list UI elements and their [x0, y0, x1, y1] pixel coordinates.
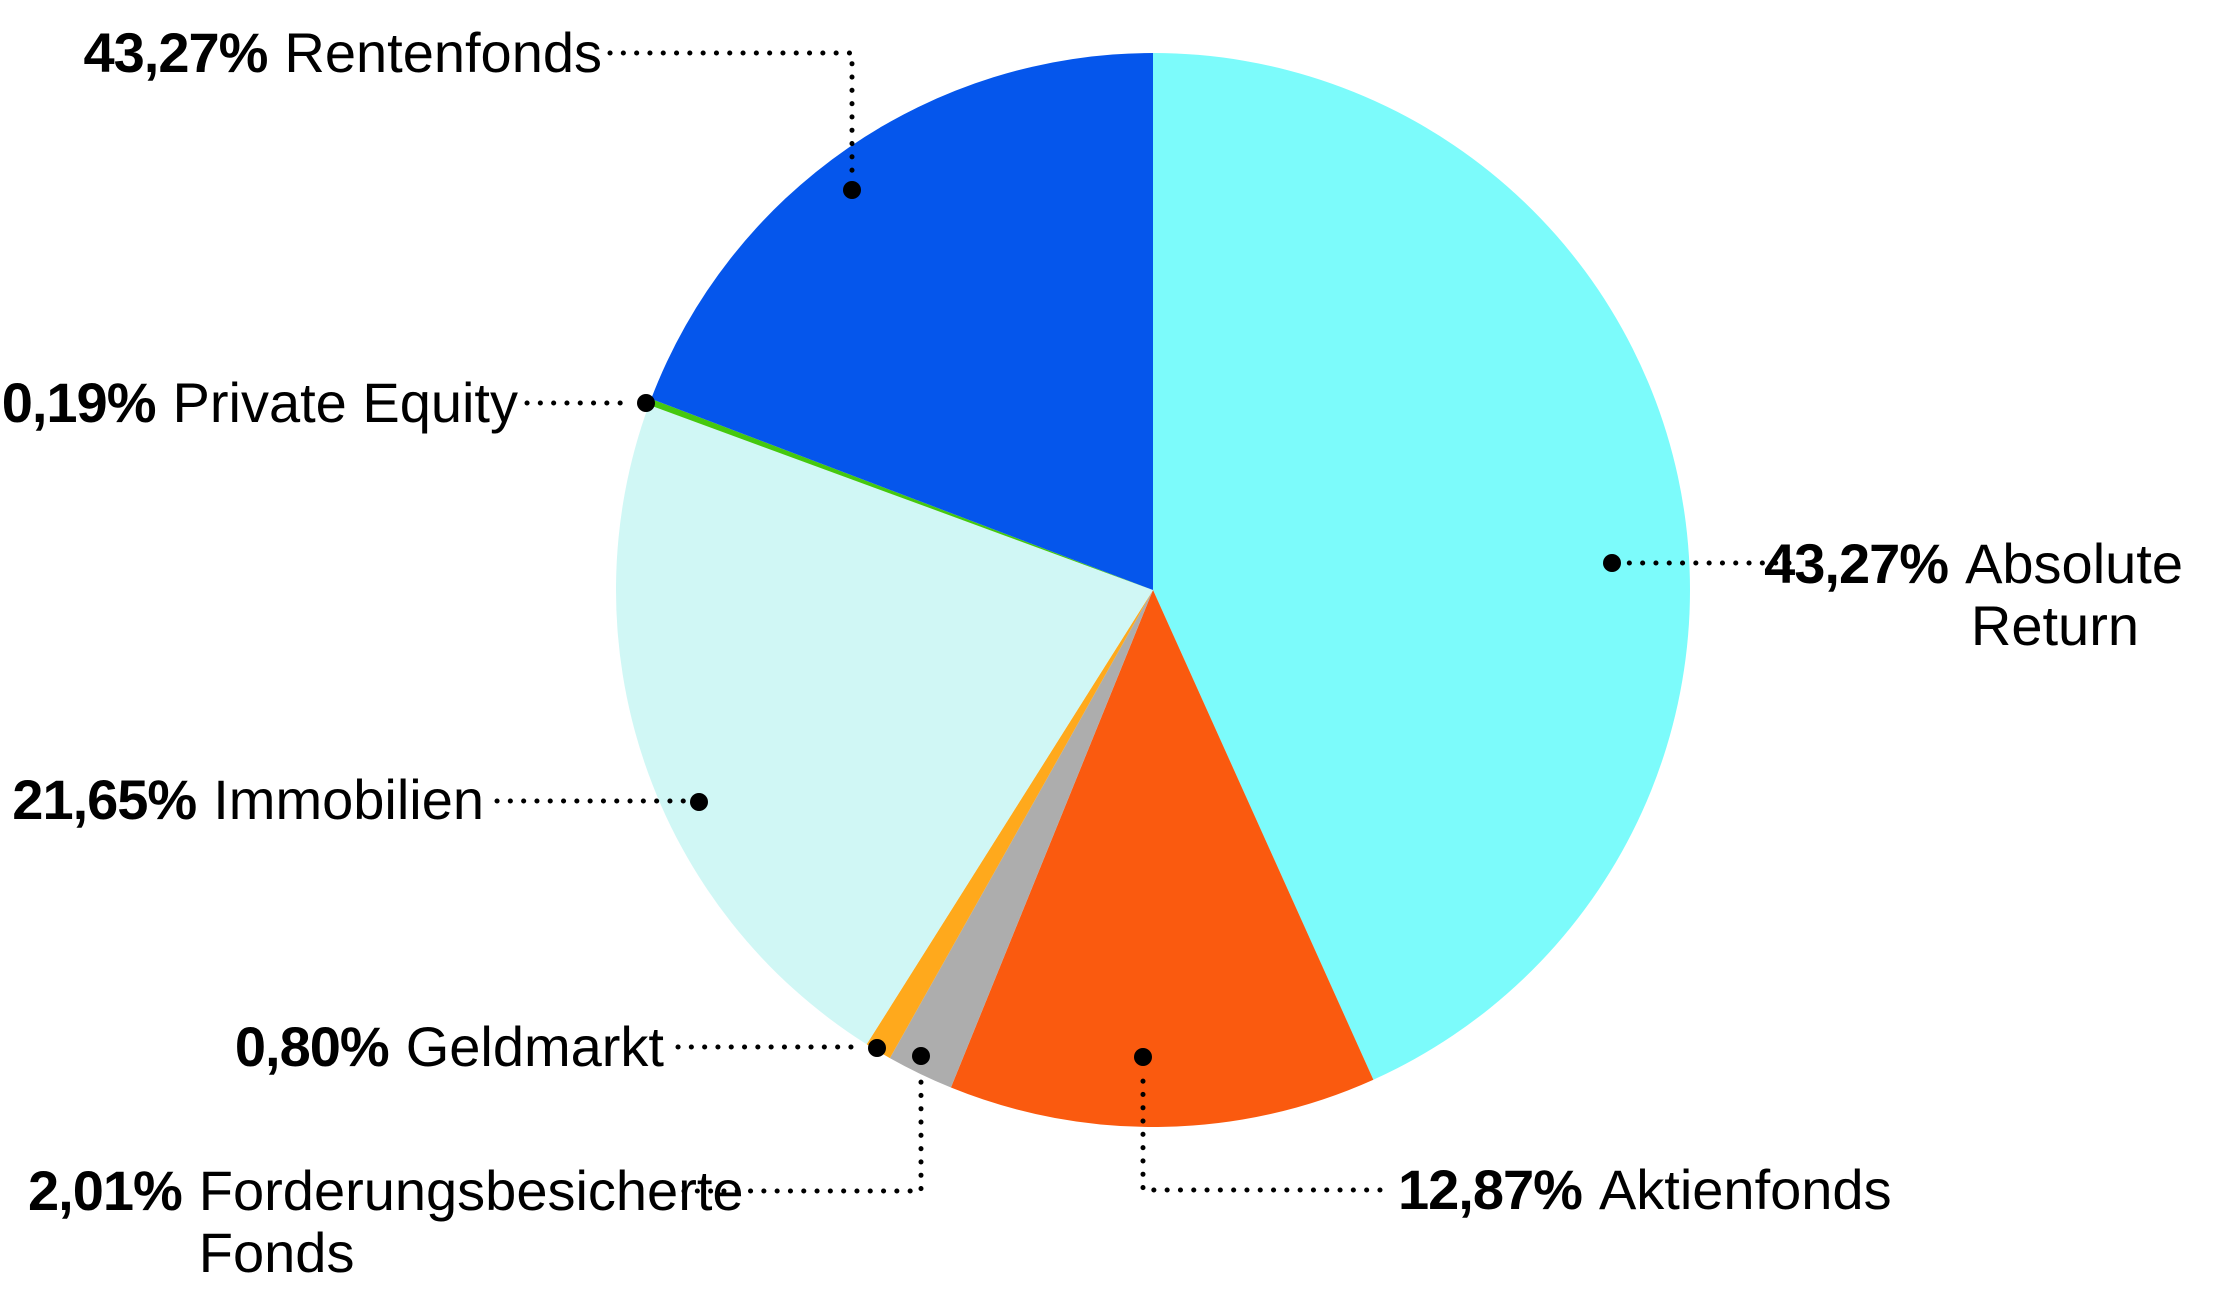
immobilien-name: Immobilien [213, 768, 484, 831]
label-absolute-return: 43,27% Absolute Return [1764, 533, 2183, 657]
rentenfonds-name: Rentenfonds [284, 21, 602, 84]
aktienfonds-name: Aktienfonds [1598, 1158, 1892, 1221]
label-immobilien: 21,65% Immobilien [12, 769, 484, 831]
absolute-return-percent: 43,27% [1764, 532, 1949, 595]
slice-absolute-return [1153, 53, 1690, 1080]
leader-line-aktienfonds [1140, 1070, 1383, 1193]
forderungsbesicherte-percent: 2,01% [28, 1159, 183, 1222]
slice-private-equity [648, 398, 1153, 590]
rentenfonds-percent: 43,27% [83, 21, 268, 84]
label-geldmarkt: 0,80% Geldmarkt [235, 1016, 664, 1078]
forderungsbesicherte-name-line2: Fonds [198, 1221, 355, 1284]
slice-forderungsbesicherte-fonds [889, 590, 1153, 1088]
label-private-equity: 0,19% Private Equity [2, 372, 518, 434]
forderungsbesicherte-name: Forderungsbesicherte Fonds [199, 1160, 744, 1284]
private-equity-percent: 0,19% [1, 371, 157, 434]
aktienfonds-percent: 12,87% [1398, 1158, 1583, 1221]
leader-dot-aktienfonds [1134, 1048, 1152, 1066]
slice-rentenfonds [651, 53, 1153, 590]
forderungsbesicherte-name-line1: Forderungsbesicherte [198, 1159, 744, 1222]
leader-line-forderungsbesicherte-fonds [681, 1069, 924, 1194]
geldmarkt-name: Geldmarkt [405, 1015, 664, 1078]
leader-dot-private-equity [637, 394, 655, 412]
leader-dot-forderungsbesicherte-fonds [912, 1047, 930, 1065]
leader-dot-rentenfonds [843, 181, 861, 199]
label-aktienfonds: 12,87% Aktienfonds [1398, 1159, 1892, 1221]
leader-dot-immobilien [690, 793, 708, 811]
slice-immobilien [616, 404, 1153, 1045]
label-rentenfonds: 43,27% Rentenfonds [83, 22, 602, 84]
private-equity-name: Private Equity [172, 371, 519, 434]
slice-geldmarkt [866, 590, 1153, 1059]
leader-dot-geldmarkt [868, 1039, 886, 1057]
absolute-return-name-line1: Absolute [1965, 532, 2183, 595]
leader-line-rentenfonds [607, 50, 855, 177]
label-forderungsbesicherte-fonds: 2,01% Forderungsbesicherte Fonds [28, 1160, 744, 1284]
geldmarkt-percent: 0,80% [234, 1015, 390, 1078]
absolute-return-name-line2: Return [1970, 594, 2139, 657]
slice-aktienfonds [950, 590, 1374, 1127]
leader-dot-absolute-return [1603, 554, 1621, 572]
absolute-return-line1: 43,27% Absolute [1764, 533, 2183, 595]
immobilien-percent: 21,65% [12, 768, 197, 831]
